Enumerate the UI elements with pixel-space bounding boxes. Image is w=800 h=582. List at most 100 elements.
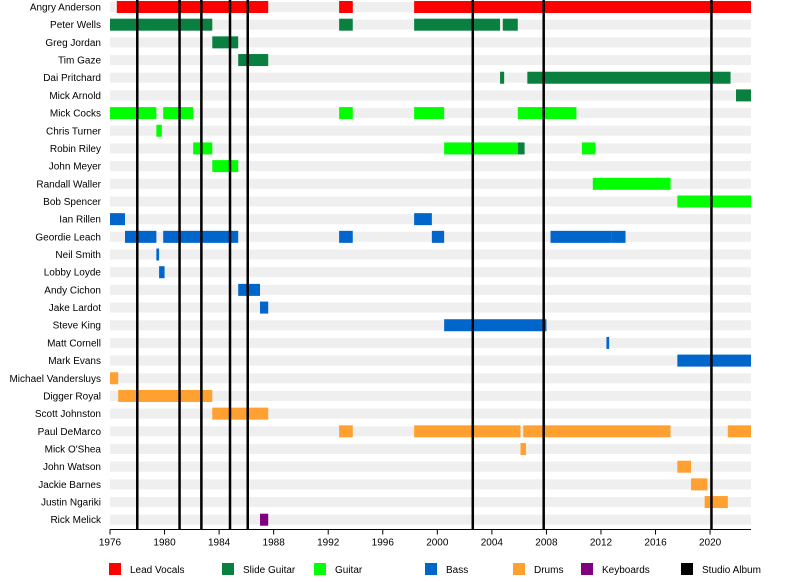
bar-drums [414, 425, 521, 438]
bar-slide-guitar [502, 18, 518, 31]
legend-label: Guitar [335, 565, 363, 576]
bar-bass [110, 213, 126, 226]
bar-drums [520, 443, 526, 455]
x-tick-label: 2004 [481, 538, 504, 549]
row-stripe [110, 72, 751, 83]
bar-slide-guitar [414, 18, 501, 31]
member-label: Jackie Barnes [38, 480, 101, 491]
bar-drums [339, 425, 353, 438]
bar-drums [690, 478, 708, 491]
bar-bass [431, 230, 445, 243]
row-stripe [110, 178, 751, 189]
bar-bass [159, 266, 165, 279]
row-stripe [110, 125, 751, 136]
bar-bass [444, 319, 547, 332]
member-label: Chris Turner [46, 126, 102, 137]
bar-bass [606, 336, 610, 349]
x-tick-label: 1980 [153, 538, 176, 549]
bar-slide-guitar [527, 71, 731, 84]
bar-guitar [163, 107, 194, 120]
bar-bass [156, 248, 160, 261]
member-label: Bob Spencer [43, 197, 101, 208]
legend-label: Drums [534, 565, 563, 576]
bar-bass [677, 354, 751, 367]
bar-lead-vocals [414, 1, 751, 13]
x-tick-label: 2020 [699, 538, 722, 549]
row-stripe [110, 444, 751, 454]
member-label: Tim Gaze [58, 56, 101, 67]
x-tick-label: 1996 [372, 538, 395, 549]
x-tick-label: 1984 [208, 538, 231, 549]
bar-guitar [193, 142, 213, 155]
bar-guitar [677, 195, 751, 208]
member-label: Mick O'Shea [45, 445, 102, 456]
bar-bass [260, 301, 269, 314]
row-stripe [110, 497, 751, 508]
row-stripe [110, 461, 751, 472]
bar-guitar [156, 124, 162, 137]
row-stripe [110, 337, 751, 348]
member-label: Jake Lardot [49, 303, 101, 314]
row-stripe [110, 320, 751, 331]
bar-bass [339, 230, 353, 243]
row-stripe [110, 196, 751, 207]
member-label: Angry Anderson [30, 3, 101, 14]
row-stripe [110, 514, 751, 525]
member-label: Paul DeMarco [38, 427, 102, 438]
legend-swatch [681, 563, 693, 575]
legend-label: Keyboards [602, 565, 650, 576]
member-label: Steve King [53, 321, 101, 332]
bar-bass [125, 230, 157, 243]
x-tick-label: 2008 [535, 538, 558, 549]
legend-swatch [513, 563, 525, 575]
member-label: Robin Riley [50, 144, 101, 155]
bar-guitar [581, 142, 596, 155]
bar-drums [118, 389, 213, 402]
bar-guitar [592, 177, 671, 190]
bar-lead-vocals [116, 1, 269, 13]
row-stripe [110, 479, 751, 490]
member-label: Neil Smith [55, 250, 101, 261]
member-label: Dai Pritchard [43, 73, 101, 84]
member-label: Digger Royal [43, 391, 101, 402]
member-label: John Watson [43, 462, 101, 473]
x-tick-label: 2016 [644, 538, 667, 549]
member-label: Mick Cocks [50, 109, 101, 120]
row-stripe [110, 408, 751, 419]
x-tick-label: 1988 [263, 538, 286, 549]
legend-label: Bass [446, 565, 468, 576]
bar-slide-guitar [110, 18, 213, 31]
row-stripe [110, 90, 751, 101]
bar-slide-guitar [238, 54, 269, 67]
legend: Lead Vocals Slide Guitar Guitar Bass Drums Ke… [109, 563, 761, 576]
member-label: Scott Johnston [35, 409, 101, 420]
member-labels: Angry Anderson Peter Wells Greg Jordan Tim … [9, 3, 102, 527]
bar-slide-guitar [500, 71, 505, 84]
row-stripe [110, 355, 751, 366]
bar-bass [238, 283, 261, 296]
member-label: Randall Waller [36, 179, 101, 190]
studio-album-lines [136, 0, 713, 530]
member-label: Mick Arnold [49, 91, 101, 102]
legend-label: Studio Album [702, 565, 761, 576]
row-stripe [110, 373, 751, 384]
member-label: Mark Evans [48, 356, 101, 367]
row-stripe [110, 249, 751, 260]
x-tick-label: 2000 [426, 538, 449, 549]
member-label: Michael Vandersluys [9, 374, 101, 385]
row-stripe [110, 267, 751, 278]
bar-drums [677, 460, 691, 473]
legend-swatch [109, 563, 121, 575]
row-stripe [110, 161, 751, 172]
bar-guitar [212, 160, 239, 173]
bar-bass [611, 230, 626, 243]
bar-drums [523, 425, 671, 438]
bar-guitar [444, 142, 518, 155]
member-label: Justin Ngariki [41, 498, 101, 509]
row-stripe [110, 143, 751, 154]
x-axis: 1976 1980 1984 1988 1992 1996 2000 2004 2008 2012… [99, 529, 751, 549]
legend-label: Slide Guitar [243, 565, 296, 576]
bar-bass [550, 230, 612, 243]
legend-label: Lead Vocals [130, 565, 185, 576]
